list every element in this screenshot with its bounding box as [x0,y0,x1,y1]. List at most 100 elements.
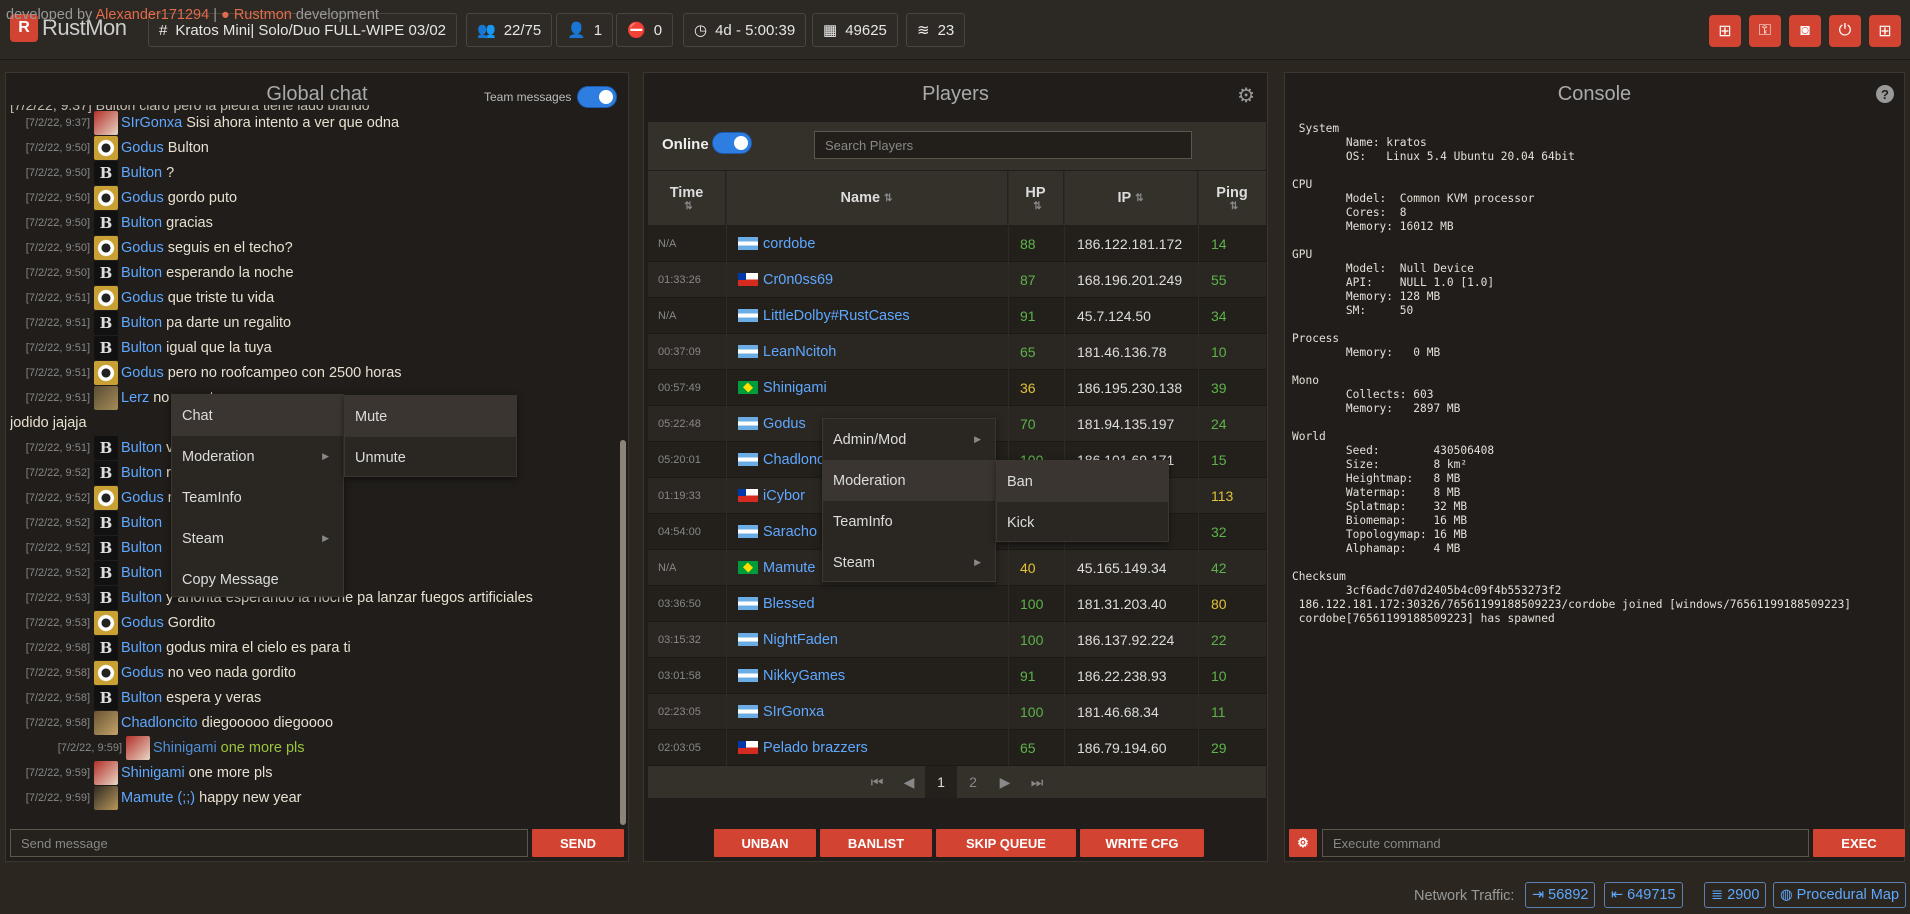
chat-username[interactable]: Bulton [121,214,163,231]
first-page-icon[interactable]: ⏮ [870,773,884,790]
player-name[interactable]: NightFaden [763,631,838,648]
discord-button[interactable]: ◙ [1789,15,1821,47]
chat-username[interactable]: Godus [121,139,164,156]
avatar[interactable]: B [94,685,118,710]
avatar[interactable] [94,760,118,785]
chat-menu-steam[interactable]: Steam ▶ [182,530,329,547]
chat-username[interactable]: Bulton [121,164,163,181]
avatar[interactable] [94,185,118,210]
execute-command-input[interactable]: Execute command [1322,829,1809,857]
avatar[interactable] [94,135,118,160]
chat-username[interactable]: Godus [121,239,164,256]
chat-message-row[interactable]: [7/2/22, 9:52] B Bulton [10,535,618,560]
chat-username[interactable]: Bulton [121,314,163,331]
avatar[interactable] [94,235,118,260]
chat-message-row[interactable]: [7/2/22, 9:51] B Bulton igual que la tuya [10,335,618,360]
avatar[interactable]: B [94,510,118,535]
kick-item[interactable]: Kick [1007,514,1035,531]
chat-username[interactable]: Lerz [121,389,150,406]
player-name[interactable]: Cr0n0ss69 [763,271,834,288]
chat-message-row[interactable]: [7/2/22, 9:52] B Bulton [10,510,618,535]
chat-message-row[interactable]: [7/2/22, 9:52] B Bulton [10,560,618,585]
chat-username[interactable]: Godus [121,664,164,681]
chat-username[interactable]: Shinigami [121,764,185,781]
player-name[interactable]: LeanNcitoh [763,343,837,360]
player-row[interactable]: 02:03:05 Pelado brazzers 65 186.79.194.60 29 [648,730,1266,766]
last-page-icon[interactable]: ⏭ [1030,773,1044,790]
send-message-input[interactable]: Send message [10,829,528,857]
player-menu-moderation[interactable]: Moderation [823,460,995,501]
avatar[interactable]: B [94,560,118,585]
chat-menu-copy-message[interactable]: Copy Message [182,571,279,588]
chat-username[interactable]: Bulton [121,514,163,531]
console-settings-button[interactable]: ⚙ [1289,829,1317,857]
author-link[interactable]: Alexander171294 [95,7,210,23]
chat-message-row[interactable]: [7/2/22, 9:50] Godus Bulton [10,135,618,160]
chat-username[interactable]: Bulton [121,564,163,581]
chat-message-row[interactable]: [7/2/22, 9:58] B Bulton espera y veras [10,685,618,710]
player-row[interactable]: 01:33:26 Cr0n0ss69 87 168.196.201.249 55 [648,262,1266,298]
team-messages-toggle[interactable] [577,86,617,108]
key-button[interactable]: ⚿ [1749,15,1781,47]
chat-message-row[interactable]: [7/2/22, 9:59] Shinigami one more pls [10,760,618,785]
player-name[interactable]: Saracho [763,523,818,540]
chat-message-row[interactable]: [7/2/22, 9:50] Godus seguis en el techo? [10,235,618,260]
player-menu-admin-mod[interactable]: Admin/Mod ▶ [833,431,981,448]
power-button[interactable]: ⏻ [1829,15,1861,47]
player-name[interactable]: iCybor [763,487,805,504]
player-row[interactable]: 00:57:49 Shinigami 36 186.195.230.138 39 [648,370,1266,406]
avatar[interactable]: B [94,585,118,610]
gear-icon[interactable]: ⚙ [1237,85,1255,107]
send-button[interactable]: SEND [532,829,624,857]
avatar[interactable]: B [94,535,118,560]
write-cfg-button[interactable]: WRITE CFG [1080,829,1204,857]
player-name[interactable]: Shinigami [763,379,827,396]
chat-message-row[interactable]: [7/2/22, 9:59] Mamute (;;) happy new year [10,785,618,810]
avatar[interactable] [94,710,118,735]
player-name[interactable]: Mamute [763,559,816,576]
chat-message-row[interactable]: [7/2/22, 9:58] Chadloncito diegooooo diego… [10,710,618,735]
chat-username[interactable]: Bulton [121,539,163,556]
player-row[interactable]: N/A cordobe 88 186.122.181.172 14 [648,226,1266,262]
col-ip[interactable]: IP ⇅ [1064,171,1198,225]
chat-message-row[interactable]: [7/2/22, 9:51] B Bulton pa darte un regalit… [10,310,618,335]
mute-item[interactable]: Mute [345,396,516,437]
chat-username[interactable]: Bulton [121,339,163,356]
chat-message-row[interactable]: [7/2/22, 9:53] Godus Gordito [10,610,618,635]
chat-username[interactable]: Bulton [121,639,163,656]
player-name[interactable]: Godus [763,415,806,432]
avatar[interactable]: B [94,435,118,460]
avatar[interactable] [94,610,118,635]
player-row[interactable]: 03:36:50 Blessed 100 181.31.203.40 80 [648,586,1266,622]
avatar[interactable] [94,660,118,685]
chat-message-row[interactable]: [7/2/22, 9:59] Shinigami one more pls [10,735,618,760]
avatar[interactable]: B [94,160,118,185]
avatar[interactable]: B [94,310,118,335]
player-menu-steam[interactable]: Steam ▶ [833,554,981,571]
chat-message-list[interactable]: [7/2/22, 9:37] SIrGonxa Sisi ahora intento… [10,110,618,820]
player-row[interactable]: 00:37:09 LeanNcitoh 65 181.46.136.78 10 [648,334,1266,370]
banlist-button[interactable]: BANLIST [820,829,932,857]
exec-button[interactable]: EXEC [1813,829,1905,857]
chat-menu-moderation[interactable]: Moderation ▶ [182,448,329,465]
help-icon[interactable]: ? [1876,85,1894,103]
chat-message-row[interactable]: [7/2/22, 9:51] Godus que triste tu vida [10,285,618,310]
chat-username[interactable]: Godus [121,289,164,306]
player-name[interactable]: NikkyGames [763,667,846,684]
avatar[interactable] [94,485,118,510]
chat-username[interactable]: Bulton [121,264,163,281]
chat-message-row[interactable]: jodido jajaja [10,414,87,431]
col-hp[interactable]: HP ⇅ [1008,171,1064,225]
unmute-item[interactable]: Unmute [355,449,406,466]
avatar[interactable] [94,285,118,310]
unban-button[interactable]: UNBAN [714,829,816,857]
col-time[interactable]: Time ⇅ [648,171,726,225]
avatar[interactable] [94,385,118,410]
avatar[interactable]: B [94,635,118,660]
avatar[interactable] [94,110,118,135]
next-page-icon[interactable]: ▶ [999,773,1011,790]
chat-message-row[interactable]: [7/2/22, 9:50] B Bulton esperando la noche [10,260,618,285]
skip-queue-button[interactable]: SKIP QUEUE [936,829,1076,857]
project-link[interactable]: Rustmon [233,7,292,23]
